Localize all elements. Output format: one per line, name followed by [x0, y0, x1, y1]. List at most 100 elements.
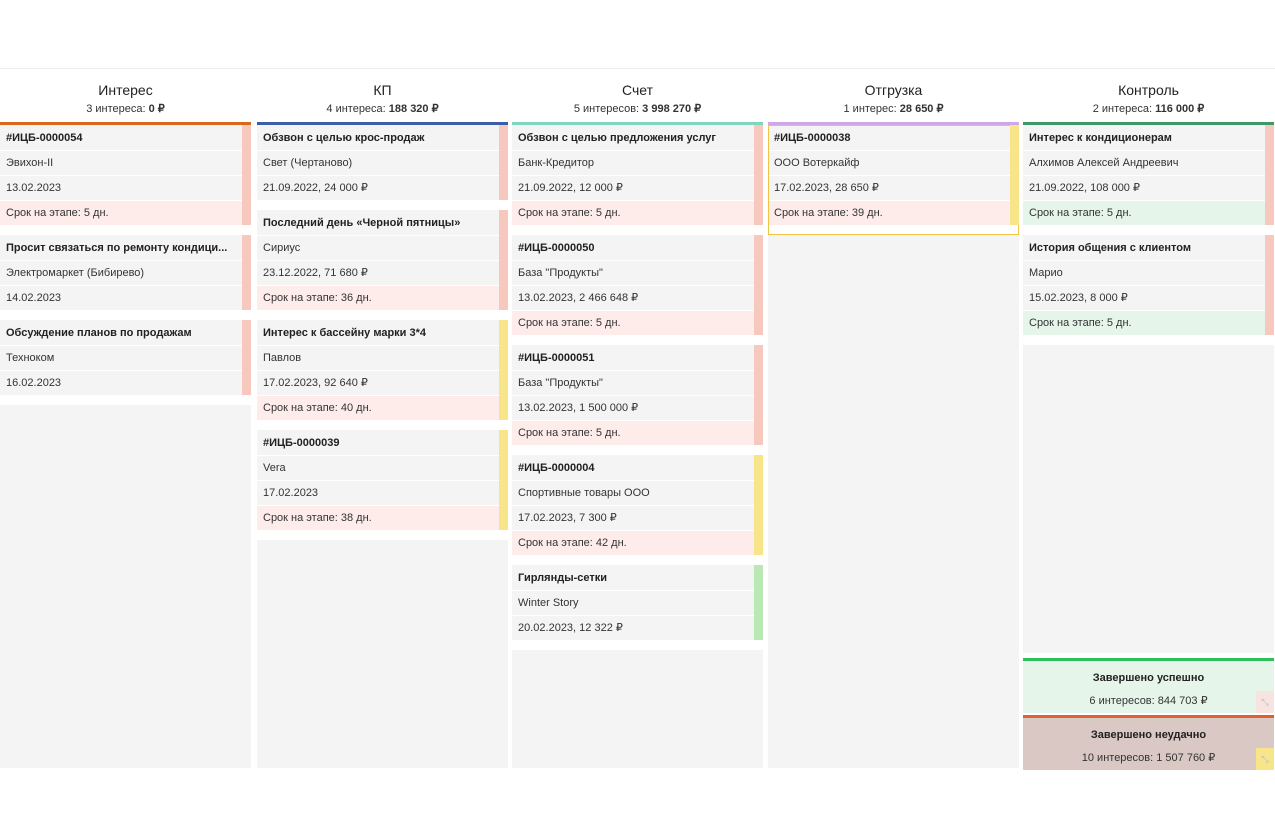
deal-client: Vera [257, 455, 508, 480]
column-cards: Интерес к кондиционерам Алхимов Алексей А… [1023, 125, 1274, 653]
deal-status-stripe [499, 125, 508, 200]
deal-status-stripe [754, 125, 763, 225]
deal-card[interactable]: Интерес к бассейну марки 3*4 Павлов 17.02.… [257, 320, 508, 430]
deal-card[interactable]: #ИЦБ-0000051 База "Продукты" 13.02.2023, 1… [512, 345, 763, 455]
deal-card[interactable]: #ИЦБ-0000039 Vera 17.02.2023 Срок на этапе:… [257, 430, 508, 540]
deal-card[interactable]: #ИЦБ-0000050 База "Продукты" 13.02.2023, 2… [512, 235, 763, 345]
deal-client: Марио [1023, 260, 1274, 285]
deal-stage-term: Срок на этапе: 5 дн. [512, 310, 763, 335]
deal-date-amount: 17.02.2023, 92 640 ₽ [257, 370, 508, 395]
deal-date-amount: 13.02.2023, 1 500 000 ₽ [512, 395, 763, 420]
deal-client: Техноком [0, 345, 251, 370]
column-color-bar [768, 122, 1019, 125]
deal-stage-term: Срок на этапе: 40 дн. [257, 395, 508, 420]
column-cards: Обзвон с целью крос-продаж Свет (Чертанов… [257, 125, 508, 768]
deal-stage-term: Срок на этапе: 38 дн. [257, 505, 508, 530]
final-stage-success[interactable]: Завершено успешно 6 интересов: 844 703 ₽ ⤡ [1023, 658, 1274, 713]
deal-title: История общения с клиентом [1029, 242, 1192, 254]
deal-title: Обсуждение планов по продажам [6, 327, 192, 339]
column-header[interactable]: Интерес 3 интереса: 0 ₽ [0, 76, 251, 122]
deal-card[interactable]: #ИЦБ-0000054 Эвихон-II 13.02.2023 Срок на э… [0, 125, 251, 235]
column-count: 1 интерес: [843, 103, 900, 115]
deal-stage-term: Срок на этапе: 42 дн. [512, 530, 763, 555]
column-color-bar [512, 122, 763, 125]
final-stage-title: Завершено успешно [1092, 672, 1205, 684]
column-title: Контроль [1118, 82, 1179, 98]
final-stage-fail[interactable]: Завершено неудачно 10 интересов: 1 507 76… [1023, 715, 1274, 770]
column-count: 3 интереса: [86, 103, 149, 115]
column-sum: 116 000 ₽ [1155, 103, 1205, 115]
deal-client: Winter Story [512, 590, 763, 615]
expand-icon[interactable]: ⤡ [1256, 691, 1274, 713]
column-sum: 188 320 ₽ [388, 103, 439, 115]
deal-card[interactable]: #ИЦБ-0000038 ООО Вотеркайф 17.02.2023, 28 … [768, 125, 1019, 235]
deal-card[interactable]: Интерес к кондиционерам Алхимов Алексей А… [1023, 125, 1274, 235]
deal-status-stripe [499, 430, 508, 530]
column-color-bar [257, 122, 508, 125]
deal-card[interactable]: Просит связаться по ремонту кондици... Эл… [0, 235, 251, 320]
column-header[interactable]: КП 4 интереса: 188 320 ₽ [257, 76, 508, 122]
deal-title: #ИЦБ-0000050 [518, 242, 595, 254]
deal-status-stripe [1265, 125, 1274, 225]
column-sum: 0 ₽ [148, 103, 165, 115]
deal-card[interactable]: Обзвон с целью крос-продаж Свет (Чертанов… [257, 125, 508, 210]
column-color-bar [0, 122, 251, 125]
deal-title: Просит связаться по ремонту кондици... [6, 242, 228, 254]
deal-card[interactable]: Обсуждение планов по продажам Техноком 16.… [0, 320, 251, 405]
column-sum: 3 998 270 ₽ [642, 103, 702, 115]
deal-stage-term: Срок на этапе: 5 дн. [512, 420, 763, 445]
column-summary: 1 интерес: 28 650 ₽ [768, 101, 1019, 117]
deal-card[interactable]: Гирлянды-сетки Winter Story 20.02.2023, 12… [512, 565, 763, 650]
deal-date-amount: 16.02.2023 [0, 370, 251, 395]
deal-client: База "Продукты" [512, 260, 763, 285]
deal-client: База "Продукты" [512, 370, 763, 395]
deal-title: #ИЦБ-0000051 [518, 352, 595, 364]
column-title: КП [373, 82, 392, 98]
deal-date-amount: 17.02.2023, 7 300 ₽ [512, 505, 763, 530]
column-header[interactable]: Отгрузка 1 интерес: 28 650 ₽ [768, 76, 1019, 122]
column-header[interactable]: Счет 5 интересов: 3 998 270 ₽ [512, 76, 763, 122]
deal-date-amount: 21.09.2022, 108 000 ₽ [1023, 175, 1274, 200]
deal-status-stripe [754, 455, 763, 555]
deal-status-stripe [242, 125, 251, 225]
final-stage-summary: 10 интересов: 1 507 760 ₽ [1081, 752, 1216, 764]
deal-date-amount: 13.02.2023 [0, 175, 251, 200]
deal-client: Алхимов Алексей Андреевич [1023, 150, 1274, 175]
deal-stage-term: Срок на этапе: 5 дн. [1023, 310, 1274, 335]
deal-title: Интерес к кондиционерам [1029, 132, 1172, 144]
column-cards: #ИЦБ-0000038 ООО Вотеркайф 17.02.2023, 28 … [768, 125, 1019, 768]
final-stage-title: Завершено неудачно [1090, 729, 1207, 741]
deal-client: Сириус [257, 235, 508, 260]
column-count: 4 интереса: [326, 103, 389, 115]
column-title: Интерес [98, 82, 153, 98]
deal-status-stripe [754, 235, 763, 335]
column-header[interactable]: Контроль 2 интереса: 116 000 ₽ [1023, 76, 1274, 122]
deal-stage-term: Срок на этапе: 5 дн. [0, 200, 251, 225]
deal-card[interactable]: История общения с клиентом Марио 15.02.202… [1023, 235, 1274, 345]
deal-date-amount: 17.02.2023 [257, 480, 508, 505]
column-color-bar [1023, 122, 1274, 125]
deal-date-amount: 20.02.2023, 12 322 ₽ [512, 615, 763, 640]
deal-client: Электромаркет (Бибирево) [0, 260, 251, 285]
deal-title: #ИЦБ-0000004 [518, 462, 595, 474]
column-1: КП 4 интереса: 188 320 ₽ Обзвон с целью кр… [257, 76, 508, 768]
column-title: Отгрузка [864, 82, 923, 98]
deal-title: Интерес к бассейну марки 3*4 [263, 327, 426, 339]
expand-icon[interactable]: ⤡ [1256, 748, 1274, 770]
deal-client: Свет (Чертаново) [257, 150, 508, 175]
deal-card[interactable]: #ИЦБ-0000004 Спортивные товары ООО 17.02.2… [512, 455, 763, 565]
column-summary: 3 интереса: 0 ₽ [0, 101, 251, 117]
column-0: Интерес 3 интереса: 0 ₽ #ИЦБ-0000054 Эвихон… [0, 76, 251, 768]
deal-client: Эвихон-II [0, 150, 251, 175]
column-summary: 5 интересов: 3 998 270 ₽ [512, 101, 763, 117]
deal-title: Обзвон с целью крос-продаж [263, 132, 425, 144]
deal-card[interactable]: Обзвон с целью предложения услуг Банк-Кре… [512, 125, 763, 235]
deal-status-stripe [1265, 235, 1274, 335]
deal-status-stripe [754, 345, 763, 445]
deal-card[interactable]: Последний день «Черной пятницы» Сириус 23.… [257, 210, 508, 320]
deal-title: Последний день «Черной пятницы» [263, 217, 461, 229]
column-4: Контроль 2 интереса: 116 000 ₽ Интерес к к… [1023, 76, 1274, 770]
deal-status-stripe [499, 210, 508, 310]
deal-date-amount: 21.09.2022, 12 000 ₽ [512, 175, 763, 200]
deal-title: #ИЦБ-0000054 [6, 132, 83, 144]
